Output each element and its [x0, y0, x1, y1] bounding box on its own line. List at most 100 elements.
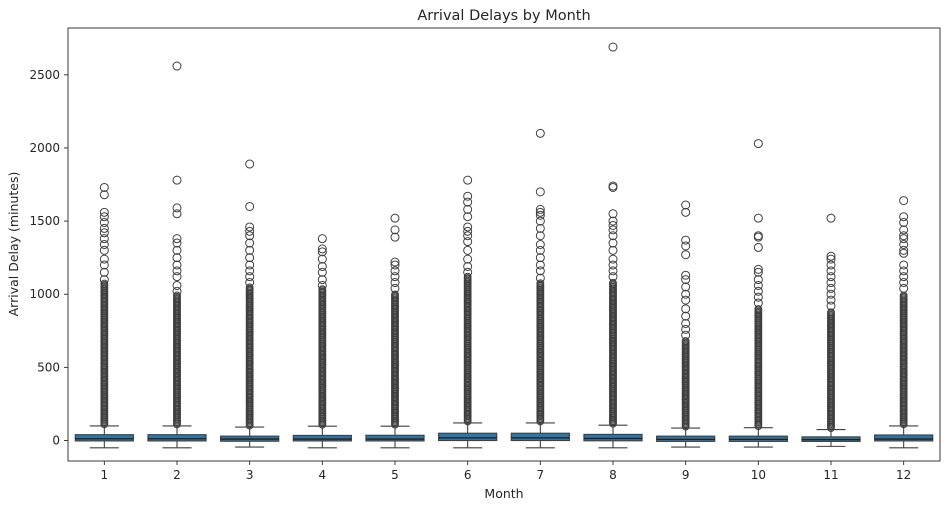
outlier-point	[753, 280, 763, 290]
outlier-point	[681, 207, 691, 217]
outlier-point	[317, 254, 327, 264]
box-group-month-7	[510, 128, 570, 449]
outlier-point	[463, 267, 473, 277]
outlier-point	[463, 226, 473, 236]
x-tick-label: 10	[751, 468, 766, 482]
outlier-point	[608, 216, 618, 226]
box-group-month-10	[728, 139, 788, 448]
outlier-point	[826, 289, 836, 299]
outlier-point	[681, 270, 691, 280]
outlier-point	[317, 247, 327, 257]
outlier-point	[390, 213, 400, 223]
outlier-point	[317, 234, 327, 244]
outlier-point	[899, 272, 909, 282]
dense-outliers-month-12	[899, 291, 908, 429]
outlier-point	[463, 175, 473, 185]
box-iqr-month-4	[292, 434, 352, 442]
outlier-point	[681, 275, 691, 285]
outlier-point	[391, 290, 399, 299]
dense-outliers-month-4	[318, 285, 327, 429]
outlier-point	[535, 204, 545, 214]
x-tick-label: 4	[319, 468, 327, 482]
outlier-point	[535, 207, 545, 217]
outlier-point	[99, 240, 109, 249]
outlier-point	[317, 261, 327, 271]
outlier-point	[463, 197, 473, 207]
outlier-point	[535, 187, 545, 197]
outlier-point	[463, 231, 473, 241]
box-group-month-11	[801, 213, 861, 447]
outlier-point	[753, 139, 763, 149]
outlier-point	[753, 292, 763, 302]
outlier-point	[173, 291, 181, 300]
outlier-point	[608, 231, 618, 241]
outlier-point	[753, 286, 763, 296]
box-iqr-month-2	[147, 434, 207, 442]
box-group-month-1	[74, 182, 134, 449]
outlier-point	[390, 225, 400, 235]
outlier-point	[753, 264, 763, 274]
outlier-point	[463, 237, 473, 247]
dense-outliers-month-2	[173, 291, 181, 429]
outlier-point	[608, 42, 618, 52]
y-tick-label: 2000	[29, 141, 60, 155]
outlier-point	[753, 267, 763, 277]
y-tick-label: 1500	[29, 214, 60, 228]
outlier-point	[681, 324, 691, 334]
outlier-point	[827, 308, 835, 317]
dense-outliers-month-6	[463, 272, 472, 426]
dense-outliers-month-3	[245, 283, 254, 430]
x-tick-label: 2	[173, 468, 181, 482]
outlier-point	[317, 280, 327, 290]
outlier-point	[463, 254, 473, 264]
outlier-point	[826, 295, 836, 305]
outlier-point	[172, 260, 182, 270]
outlier-point	[463, 261, 473, 271]
x-axis-label: Month	[484, 486, 523, 501]
x-tick-label: 8	[609, 468, 617, 482]
outlier-point	[535, 240, 545, 249]
x-tick-label: 9	[682, 468, 690, 482]
outlier-point	[172, 234, 182, 244]
dense-outliers-month-7	[536, 279, 545, 426]
outlier-point	[390, 278, 400, 288]
outlier-point	[535, 273, 545, 283]
outlier-point	[535, 216, 545, 226]
y-tick-label: 500	[37, 360, 60, 374]
outlier-point	[245, 266, 255, 276]
outlier-point	[826, 213, 836, 223]
outlier-point	[99, 223, 109, 233]
outlier-point	[608, 209, 618, 219]
outlier-point	[245, 278, 255, 288]
x-tick-label: 1	[101, 468, 109, 482]
outlier-point	[100, 279, 109, 288]
outlier-point	[899, 225, 909, 235]
outlier-point	[826, 301, 836, 311]
outlier-point	[99, 207, 109, 217]
outlier-point	[608, 260, 618, 270]
box-iqr-month-7	[510, 432, 570, 442]
y-tick-label: 2500	[29, 68, 60, 82]
outlier-point	[172, 203, 182, 213]
outlier-point	[245, 245, 255, 255]
outlier-point	[245, 272, 255, 282]
outlier-point	[754, 305, 763, 313]
outlier-point	[826, 272, 836, 282]
outlier-point	[681, 311, 691, 321]
outlier-point	[390, 232, 400, 242]
outlier-point	[463, 191, 473, 201]
outlier-point	[318, 285, 327, 294]
outlier-point	[245, 226, 255, 236]
outlier-point	[826, 251, 836, 261]
outlier-point	[899, 234, 909, 244]
box-group-month-4	[292, 234, 352, 449]
outlier-point	[536, 279, 545, 288]
outlier-point	[463, 245, 473, 255]
outlier-point	[899, 248, 909, 258]
plot-frame	[67, 27, 941, 462]
outlier-point	[390, 260, 400, 270]
outlier-point	[899, 218, 909, 228]
outlier-point	[753, 275, 763, 285]
x-tick-label: 7	[537, 468, 545, 482]
box-group-month-5	[365, 213, 425, 449]
